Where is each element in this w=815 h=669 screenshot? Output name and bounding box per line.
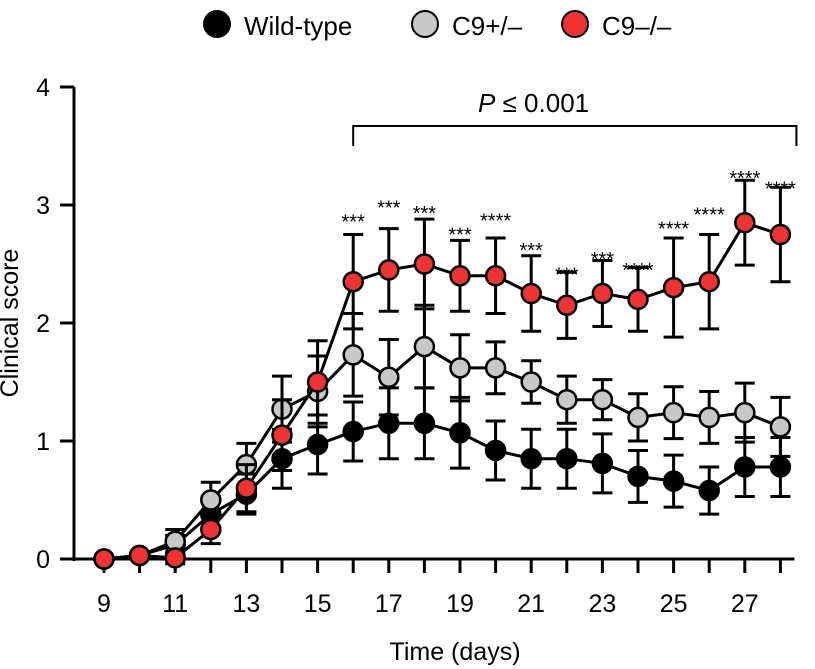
data-point [734,401,756,424]
data-point [449,265,471,287]
data-point [698,479,720,502]
data-point [484,357,507,379]
data-point [200,518,222,541]
data-point [235,477,258,499]
data-point [484,265,507,287]
data-point [93,548,115,570]
significance-label: *** [377,197,401,219]
legend-label-c9-het: C9+/– [452,11,523,41]
data-point [378,412,400,435]
y-tick-label: 0 [36,546,50,574]
x-tick-label: 9 [97,590,111,618]
significance-label: **** [480,210,511,232]
data-point [698,406,720,429]
x-axis-title: Time (days) [389,638,520,666]
series-1 [93,303,792,570]
data-point [769,223,792,246]
x-tick-label: 19 [446,590,474,618]
legend-marker-wild-type [203,10,231,38]
data-point [128,544,151,567]
data-point [164,547,186,569]
data-point [627,288,649,311]
data-point [627,406,649,429]
data-point [662,276,685,299]
p-value-bracket: P ≤ 0.001 [352,88,798,146]
data-point [449,357,471,379]
data-point [591,452,614,475]
y-tick-label: 2 [36,310,50,338]
bracket-line [352,125,798,146]
data-point [306,371,329,393]
y-axis-title: Clinical score [0,249,24,398]
data-point [413,412,436,435]
x-tick-label: 25 [660,590,688,618]
data-point [556,294,578,317]
significance-label: **** [694,204,725,226]
data-point [342,344,364,366]
x-tick-label: 23 [588,590,616,618]
data-point [342,270,364,293]
significance-labels: ****************************************… [342,168,797,287]
data-point [200,489,222,511]
legend: Wild-type C9+/– C9–/– [203,10,672,41]
data-point [484,439,507,462]
data-point [591,388,614,411]
data-point [734,211,756,234]
data-point [734,456,756,478]
data-point [413,335,436,358]
legend-label-wild-type: Wild-type [244,11,352,41]
data-point [271,424,293,446]
data-point [342,420,364,443]
data-point [627,465,649,488]
x-tick-label: 17 [375,590,403,618]
data-point [591,282,614,305]
p-value-label: P ≤ 0.001 [478,88,589,118]
data-point [520,371,542,393]
significance-label: *** [342,211,366,233]
data-point [556,388,578,411]
data-point [556,447,578,470]
data-point [378,259,400,281]
plot-area [93,178,792,570]
data-point [520,282,542,305]
y-tick-label: 3 [36,192,50,220]
data-point [698,270,720,293]
y-tick-label: 1 [36,428,50,456]
data-point [769,416,792,438]
data-point [662,401,685,424]
x-tick-label: 15 [304,590,332,618]
data-point [662,470,685,492]
x-tick-label: 21 [517,590,545,618]
data-point [306,433,329,456]
data-point [520,447,542,470]
data-point [413,253,436,275]
series-2 [93,178,792,570]
data-point [769,456,792,478]
legend-marker-c9-ko [561,10,589,38]
x-tick-label: 13 [232,590,260,618]
data-point [449,421,471,444]
significance-label: **** [658,219,689,241]
x-tick-label: 11 [162,590,188,618]
legend-label-c9-ko: C9–/– [602,11,672,41]
y-tick-label: 4 [36,74,50,102]
x-tick-label: 27 [731,590,759,618]
data-point [378,366,400,389]
legend-marker-c9-het [411,10,439,38]
